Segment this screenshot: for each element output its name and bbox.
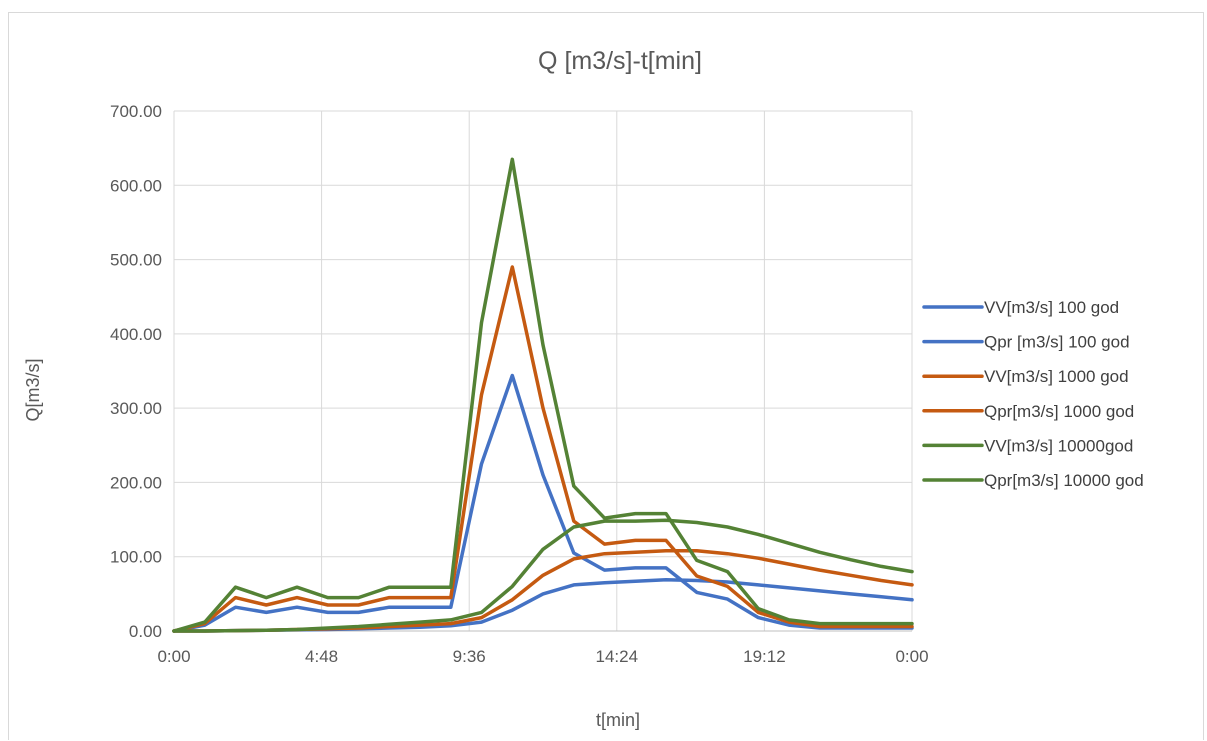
series-line-1 <box>172 373 914 633</box>
x-tick-label: 19:12 <box>743 647 786 666</box>
legend-item: VV[m3/s] 10000god <box>922 436 1133 455</box>
series-line-5 <box>172 157 914 633</box>
legend-label: Qpr [m3/s] 100 god <box>984 333 1130 352</box>
legend-item: VV[m3/s] 1000 god <box>922 367 1129 386</box>
legend: VV[m3/s] 100 god Qpr [m3/s] 100 god VV[m3/… <box>922 298 1144 490</box>
legend-label: Qpr[m3/s] 10000 god <box>984 471 1144 490</box>
legend-item: Qpr[m3/s] 1000 god <box>922 402 1134 421</box>
x-axis-title: t[min] <box>596 710 640 730</box>
legend-item: VV[m3/s] 100 god <box>922 298 1119 317</box>
y-tick-label: 300.00 <box>110 399 162 418</box>
y-tick-label: 600.00 <box>110 176 162 195</box>
legend-label: Qpr[m3/s] 1000 god <box>984 402 1134 421</box>
legend-label: VV[m3/s] 100 god <box>984 298 1119 317</box>
legend-label: VV[m3/s] 1000 god <box>984 367 1129 386</box>
y-axis-ticks: 0.00 100.00 200.00 300.00 400.00 500.00 600.00… <box>110 102 162 641</box>
x-tick-label: 0:00 <box>157 647 190 666</box>
y-tick-label: 500.00 <box>110 251 162 270</box>
x-axis-ticks: 0:00 4:48 9:36 14:24 19:12 0:00 <box>157 647 928 666</box>
chart-title: Q [m3/s]-t[min] <box>538 47 702 75</box>
y-tick-label: 0.00 <box>129 622 162 641</box>
y-tick-label: 700.00 <box>110 102 162 121</box>
legend-item: Qpr [m3/s] 100 god <box>922 333 1130 352</box>
series-lines <box>172 157 914 633</box>
gridlines <box>173 110 913 632</box>
legend-label: VV[m3/s] 10000god <box>984 436 1133 455</box>
x-tick-label: 4:48 <box>305 647 338 666</box>
x-tick-label: 14:24 <box>596 647 639 666</box>
x-tick-label: 0:00 <box>895 647 928 666</box>
y-tick-label: 100.00 <box>110 548 162 567</box>
y-tick-label: 200.00 <box>110 473 162 492</box>
chart-frame: Q [m3/s]-t[min] 0.00 100.00 200.00 300.00 40… <box>8 12 1204 740</box>
series-line-6 <box>172 518 914 633</box>
legend-item: Qpr[m3/s] 10000 god <box>922 471 1144 490</box>
series-line-3 <box>172 265 914 633</box>
line-chart: Q [m3/s]-t[min] 0.00 100.00 200.00 300.00 40… <box>23 47 1144 730</box>
y-tick-label: 400.00 <box>110 325 162 344</box>
y-axis-title: Q[m3/s] <box>23 358 43 421</box>
x-tick-label: 9:36 <box>453 647 486 666</box>
